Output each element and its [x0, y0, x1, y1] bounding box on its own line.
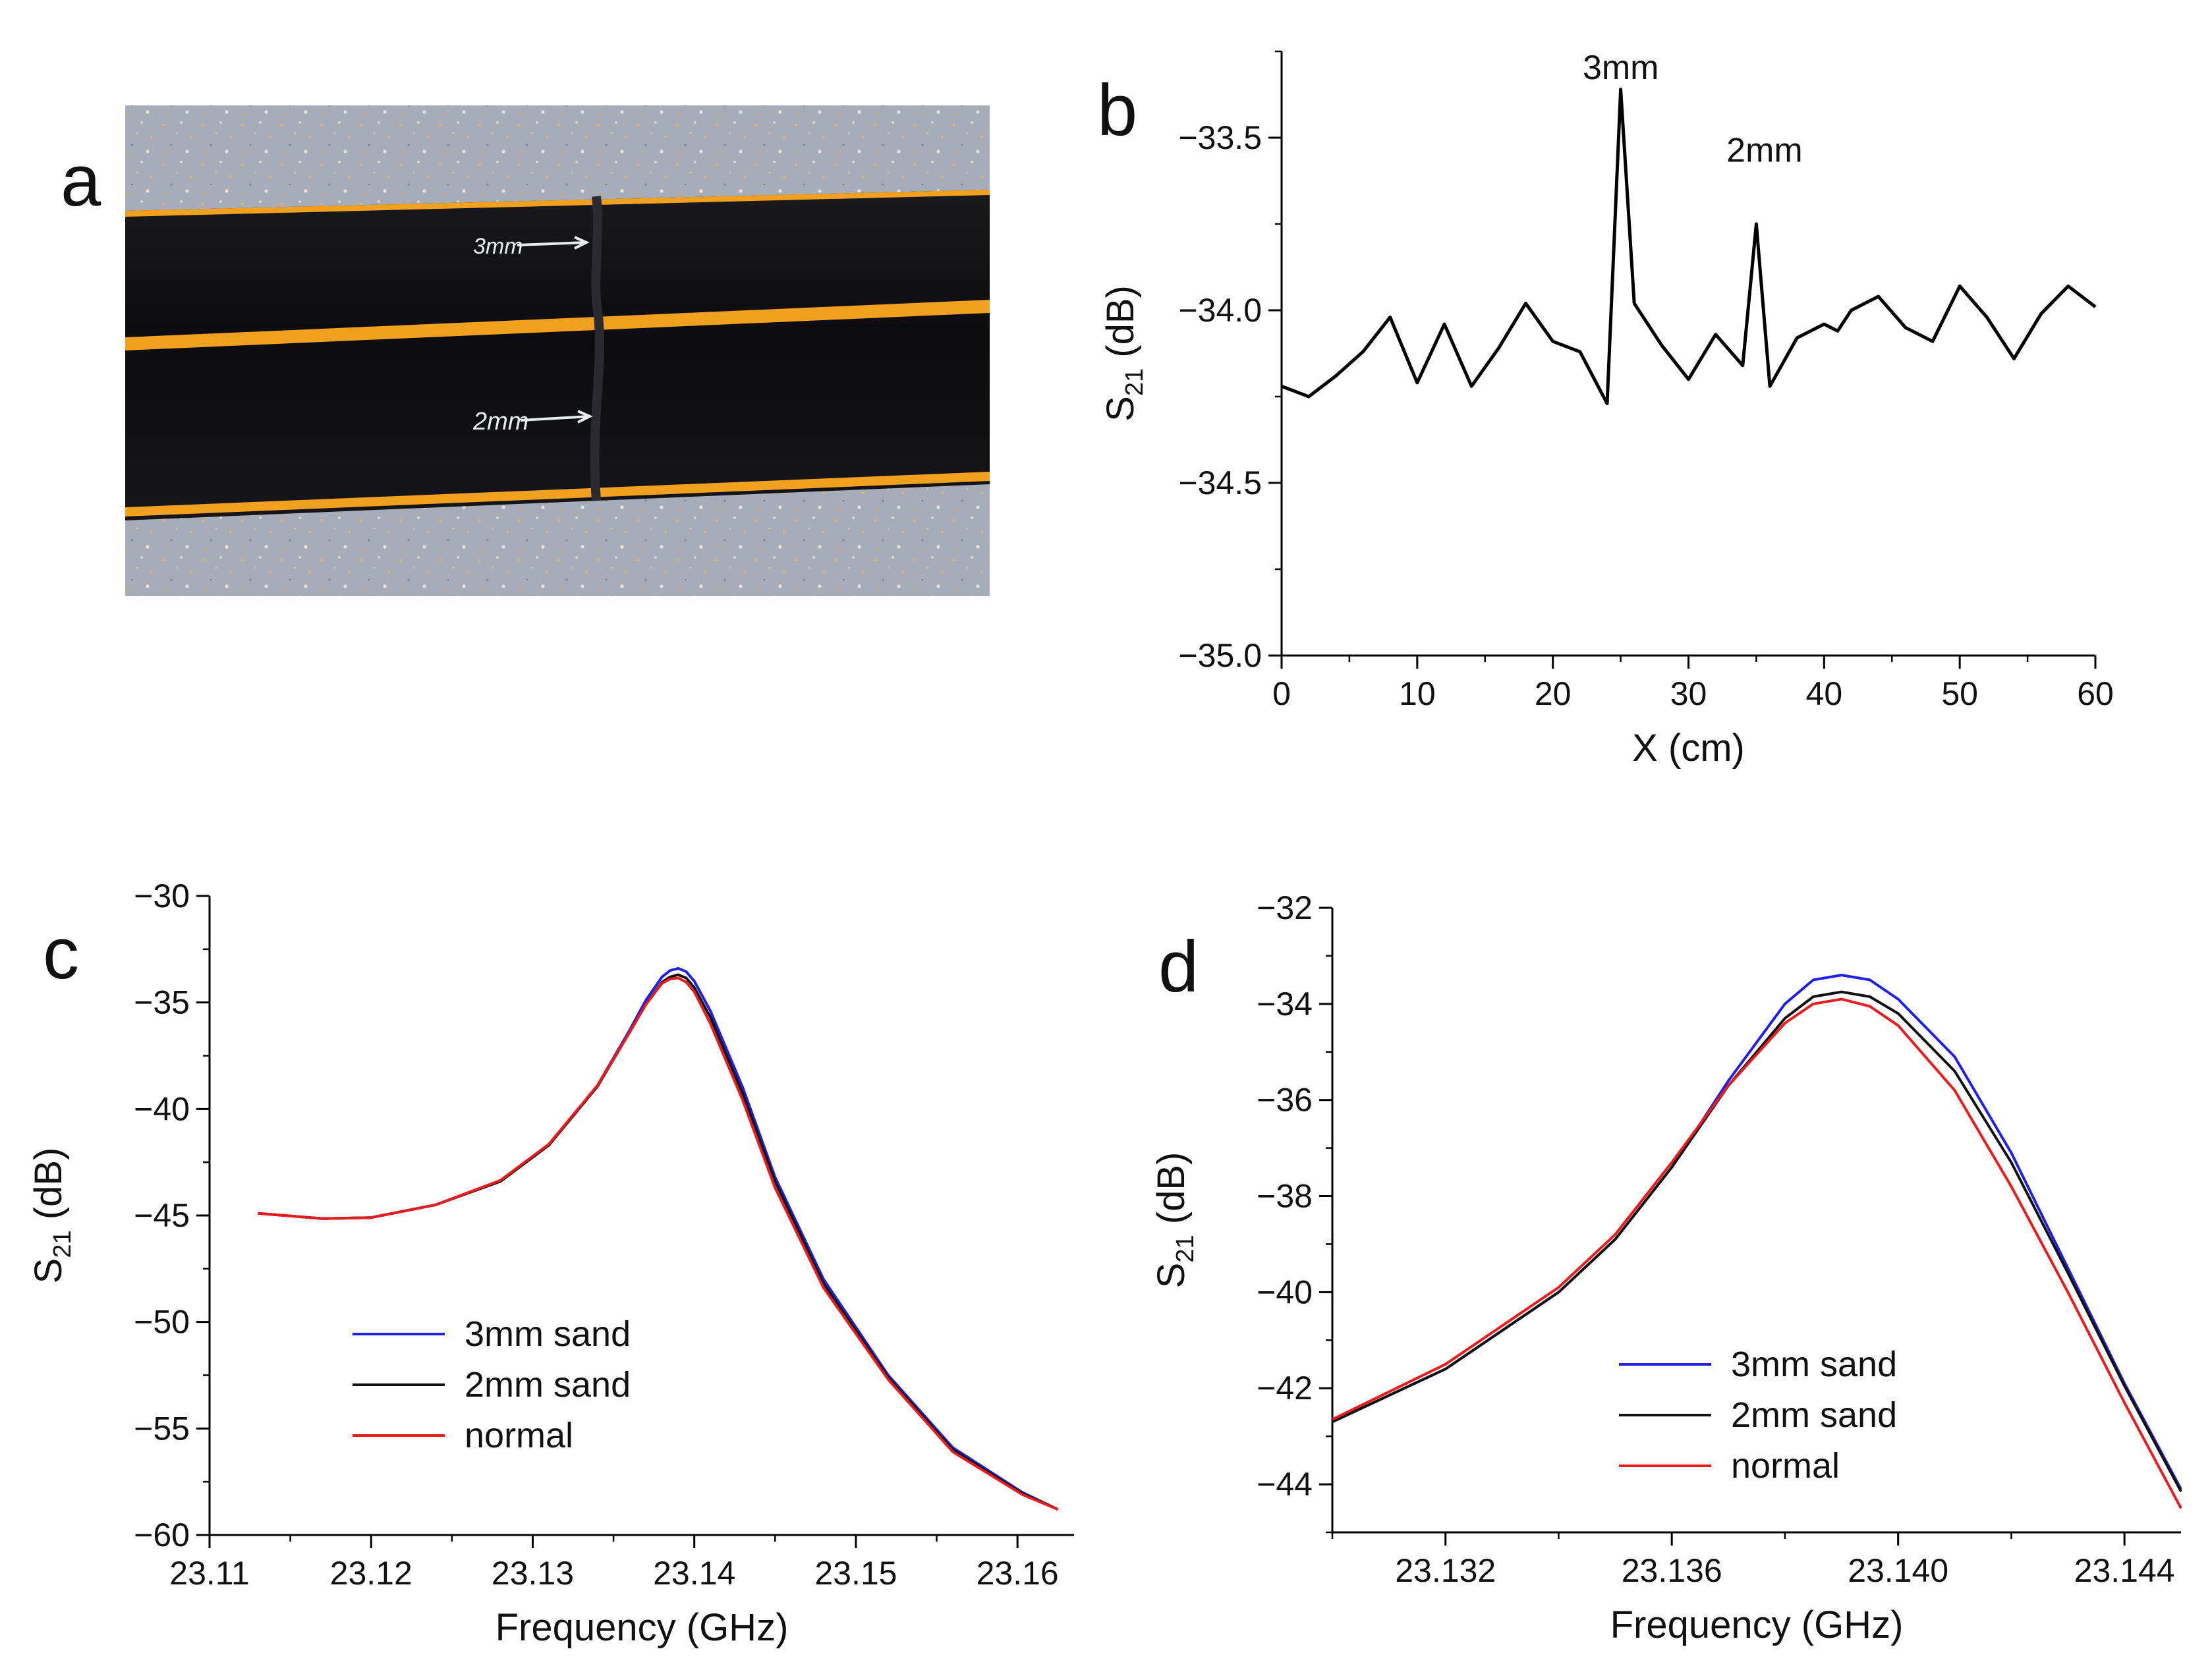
y-tick-label: −60 [134, 1517, 190, 1553]
pipe-stripe-top [125, 190, 990, 217]
x-tick-label: 23.11 [169, 1555, 249, 1592]
chart-c: 23.11 23.12 23.13 23.14 23.15 23.16 −60 −55 −50 −… [27, 878, 1074, 1649]
legend-label: 3mm sand [1731, 1345, 1897, 1384]
x-tick-label: 20 [1535, 675, 1572, 712]
y-tick-label: −33.5 [1178, 119, 1262, 156]
legend-label: normal [465, 1416, 573, 1455]
x-tick-label: 23.14 [653, 1555, 735, 1592]
x-tick-label: 23.132 [1395, 1552, 1496, 1589]
x-tick-label: 30 [1670, 675, 1707, 712]
y-tick-label: −42 [1257, 1370, 1313, 1407]
series-line-3mm-sand [258, 966, 1059, 1511]
x-tick-label: 10 [1399, 675, 1436, 712]
photo-annotation-3mm: 3mm [473, 234, 523, 259]
annotation-2mm: 2mm [1726, 132, 1803, 170]
x-tick-label: 23.13 [492, 1555, 574, 1592]
x-tick-label: 23.140 [1848, 1552, 1948, 1589]
x-tick-label: 0 [1272, 675, 1291, 712]
panel-label-d: d [1158, 926, 1199, 1007]
y-axis-label: S21 (dB) [1150, 1152, 1199, 1289]
series-line-s21 [1281, 88, 2097, 405]
annotation-3mm: 3mm [1583, 49, 1659, 87]
legend-label: 2mm sand [1731, 1395, 1897, 1435]
series-line-2mm-sand [1332, 990, 2182, 1492]
x-tick-label: 40 [1806, 675, 1843, 712]
pipe-stripe-bottom [125, 472, 990, 516]
chart-b: 0 10 20 30 40 50 60 −35.0 −34.5 −34.0 −33.5 X (cm) S… [1099, 49, 2114, 769]
y-tick-label: −34.0 [1178, 292, 1262, 329]
y-tick-label: −34.5 [1178, 464, 1262, 501]
legend-label: normal [1731, 1446, 1840, 1486]
y-tick-label: −32 [1257, 889, 1313, 926]
x-tick-label: 60 [2077, 675, 2114, 712]
y-tick-label: −30 [134, 878, 190, 914]
y-axis-label: S21 (dB) [1099, 285, 1149, 422]
x-axis-label: Frequency (GHz) [1610, 1604, 1904, 1646]
legend-label: 3mm sand [465, 1314, 631, 1354]
series-line-normal [258, 976, 1059, 1511]
y-tick-label: −40 [1257, 1273, 1313, 1310]
x-tick-label: 23.15 [814, 1555, 897, 1592]
y-tick-label: −38 [1257, 1178, 1313, 1215]
x-tick-label: 23.12 [330, 1555, 412, 1592]
y-axis-label: S21 (dB) [27, 1148, 76, 1284]
y-tick-label: −34 [1257, 986, 1313, 1022]
y-tick-label: −50 [134, 1304, 190, 1341]
pipe-body [125, 190, 990, 520]
pipe-stripe-middle [125, 300, 990, 350]
x-axis-label: Frequency (GHz) [496, 1606, 789, 1649]
photo-arrow-2mm [520, 410, 593, 424]
x-tick-label: 23.144 [2074, 1552, 2175, 1589]
legend-label: 2mm sand [465, 1365, 631, 1405]
y-tick-label: −36 [1257, 1082, 1313, 1119]
x-tick-label: 23.136 [1622, 1552, 1722, 1589]
x-tick-label: 23.16 [977, 1555, 1059, 1592]
y-tick-label: −45 [134, 1197, 190, 1234]
photo-annotation-2mm: 2mm [472, 408, 528, 435]
y-tick-label: −35.0 [1178, 637, 1262, 674]
y-tick-label: −40 [134, 1090, 190, 1127]
x-tick-label: 50 [1941, 675, 1978, 712]
panel-label-c: c [43, 913, 79, 994]
y-tick-label: −35 [134, 984, 190, 1021]
photo-arrow-3mm [517, 236, 590, 250]
chart-d: 23.132 23.136 23.140 23.144 −44 −42 −40 −38 −36 −… [1150, 889, 2182, 1646]
pipe-photo: 3mm 2mm [125, 105, 990, 596]
panel-label-a: a [61, 140, 101, 221]
series-line-normal [1332, 997, 2182, 1509]
panel-label-b: b [1097, 70, 1137, 151]
y-tick-label: −44 [1257, 1466, 1313, 1503]
x-axis-label: X (cm) [1632, 727, 1745, 769]
y-tick-label: −55 [134, 1410, 190, 1447]
pipe-joint-seam [590, 196, 604, 501]
